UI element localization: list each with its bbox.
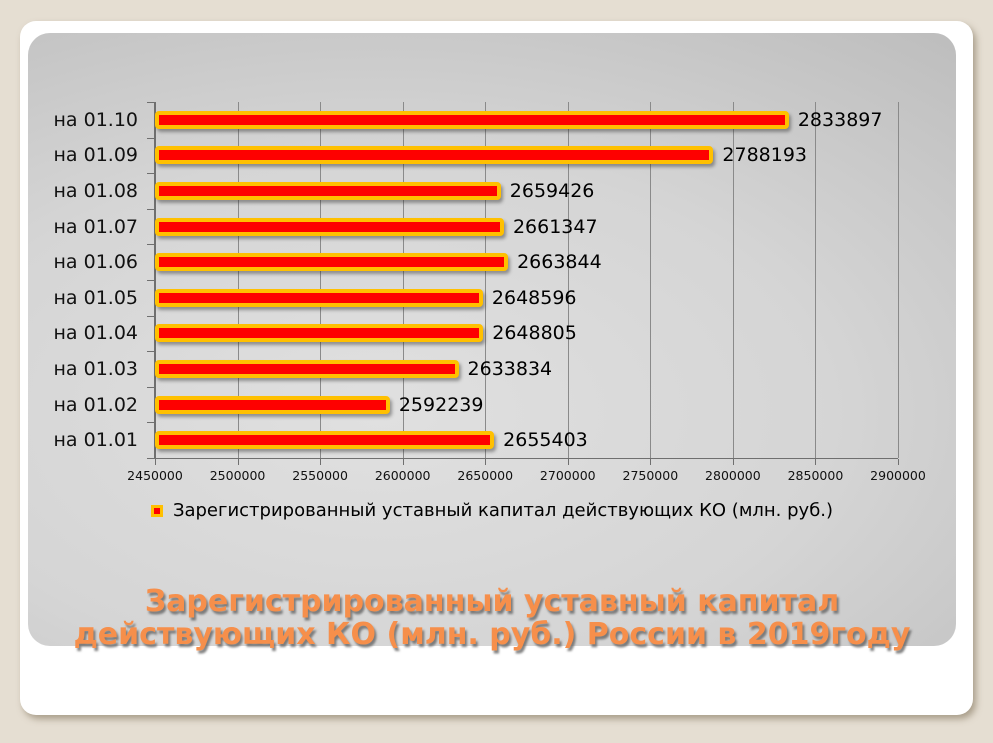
x-axis-tick	[320, 459, 322, 465]
x-axis-tick-label: 2700000	[539, 468, 596, 483]
bar	[155, 146, 714, 165]
bar-value-label: 2633834	[467, 358, 553, 380]
y-axis-tick	[147, 386, 155, 388]
bar-value-label: 2833897	[797, 108, 883, 131]
bar-value-label: 2661347	[512, 215, 598, 238]
y-axis-tick	[147, 315, 155, 317]
bar	[155, 288, 483, 307]
gridline	[485, 102, 487, 458]
category-label: на 01.01	[53, 429, 139, 452]
x-axis-tick	[567, 459, 569, 465]
y-axis-tick	[147, 244, 155, 246]
x-axis-tick	[815, 459, 817, 465]
x-axis-tick	[732, 459, 734, 465]
x-axis-tick-label: 2900000	[870, 468, 926, 483]
y-axis-tick	[147, 351, 155, 353]
x-axis-tick	[485, 459, 487, 465]
y-axis-tick	[147, 137, 155, 139]
category-label: на 01.07	[53, 215, 139, 238]
x-axis-tick-label: 2650000	[457, 468, 514, 483]
bar	[155, 110, 789, 129]
category-label: на 01.08	[53, 180, 139, 202]
gridline	[567, 102, 569, 458]
x-axis-tick-label: 2800000	[705, 468, 761, 483]
category-label: на 01.09	[53, 144, 139, 167]
gridline	[732, 102, 734, 458]
gridline	[650, 102, 652, 458]
gridline	[237, 102, 239, 458]
x-axis-tick-label: 2450000	[127, 468, 183, 483]
bar	[155, 395, 390, 414]
x-axis-tick-label: 2850000	[787, 468, 844, 483]
bar	[155, 253, 509, 272]
category-label: на 01.02	[53, 393, 139, 416]
y-axis-tick	[147, 280, 155, 281]
slide: на 01.10 2833897 на 01.09 2788193 на 01.08 26…	[20, 21, 973, 715]
gridline	[815, 102, 817, 458]
bar-value-label: 2663844	[517, 251, 602, 274]
x-axis-tick	[155, 459, 156, 465]
bar	[155, 182, 501, 200]
bar-value-label: 2592239	[398, 393, 484, 416]
bar	[155, 431, 495, 450]
chart-title-line1: Зарегистрированный уставный капитал	[144, 584, 840, 619]
x-axis-tick	[237, 459, 239, 465]
bar	[155, 324, 484, 343]
bar-value-label: 2648805	[492, 322, 577, 345]
y-axis-tick	[147, 422, 155, 424]
x-axis-tick-label: 2550000	[292, 468, 348, 483]
gridline	[898, 102, 899, 458]
gridline	[402, 102, 404, 458]
category-axis-line	[154, 102, 156, 458]
bar-value-label: 2659426	[509, 180, 595, 202]
x-axis-tick-label: 2500000	[209, 468, 266, 483]
bar-value-label: 2788193	[722, 144, 808, 167]
category-label: на 01.05	[53, 286, 139, 309]
chart-panel: на 01.10 2833897 на 01.09 2788193 на 01.08 26…	[28, 33, 956, 650]
chart-title: Зарегистрированный уставный капитал дейс…	[28, 584, 956, 652]
category-label: на 01.10	[53, 108, 139, 131]
category-label: на 01.06	[53, 251, 139, 274]
x-axis-tick	[402, 459, 404, 465]
bar-value-label: 2648596	[491, 286, 577, 309]
bar	[155, 360, 459, 378]
x-axis-tick	[898, 459, 899, 465]
y-axis-tick	[147, 102, 155, 103]
plot-area: на 01.10 2833897 на 01.09 2788193 на 01.08 26…	[54, 102, 926, 483]
value-axis-line	[155, 458, 898, 459]
bar	[155, 217, 504, 236]
chart-legend: Зарегистрированный уставный капитал дейс…	[28, 500, 956, 521]
x-axis-tick-label: 2600000	[374, 468, 431, 483]
legend-label: Зарегистрированный уставный капитал дейс…	[172, 500, 834, 521]
y-axis-tick	[147, 173, 155, 175]
category-label: на 01.03	[53, 358, 139, 380]
bar-value-label: 2655403	[503, 429, 588, 452]
x-axis-tick	[650, 459, 652, 465]
legend-marker-icon	[150, 504, 163, 517]
y-axis-tick	[147, 208, 155, 210]
gridline	[320, 102, 322, 458]
category-label: на 01.04	[53, 322, 139, 345]
y-axis-tick	[147, 458, 155, 459]
chart-title-line2: действующих КО (млн. руб.) России в 2019…	[73, 616, 911, 652]
x-axis-tick-label: 2750000	[622, 468, 679, 483]
